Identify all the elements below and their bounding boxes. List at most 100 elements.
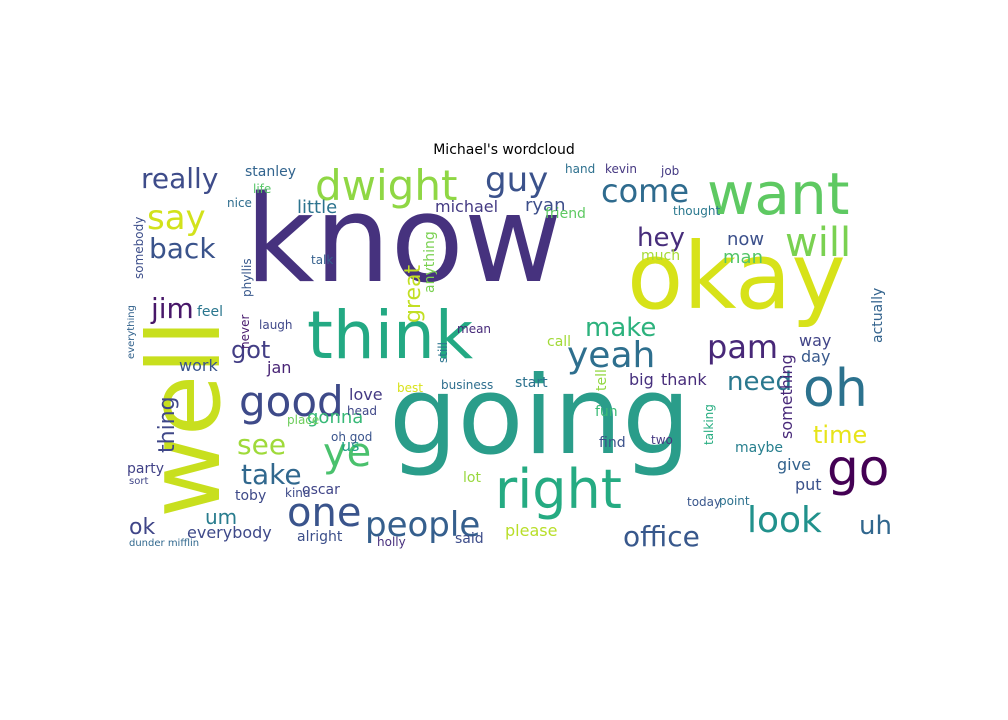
word-holly: holly — [377, 535, 406, 549]
word-phyllis: phyllis — [240, 258, 254, 297]
word-think: think — [307, 297, 474, 374]
word-really: really — [141, 163, 219, 195]
word-love: love — [349, 385, 383, 404]
word-see: see — [237, 428, 287, 461]
word-ryan: ryan — [525, 195, 566, 216]
word-something: something — [777, 354, 796, 439]
word-tell: tell — [594, 369, 610, 391]
word-maybe: maybe — [735, 440, 784, 456]
word-ye: ye — [323, 430, 372, 476]
word-want: want — [707, 163, 850, 228]
word-nice: nice — [227, 196, 252, 210]
word-jan: jan — [267, 358, 292, 377]
word-office: office — [623, 520, 700, 551]
word-please: please — [505, 521, 558, 540]
word-laugh: laugh — [259, 318, 293, 332]
word-oh-god: oh god — [331, 430, 373, 444]
word-got: got — [231, 336, 271, 364]
word-today: today — [687, 495, 722, 509]
word-way: way — [799, 331, 832, 350]
word-hey: hey — [637, 223, 685, 253]
word-now: now — [727, 229, 765, 250]
word-somebody: somebody — [132, 216, 146, 279]
word-time: time — [813, 421, 868, 449]
word-find: find — [599, 435, 626, 451]
word-life: life — [253, 182, 272, 196]
word-talking: talking — [702, 404, 716, 445]
word-going: going — [389, 354, 691, 479]
word-jim: jim — [151, 292, 194, 325]
word-make: make — [585, 313, 657, 343]
word-kind: kind — [285, 486, 311, 500]
word-said: said — [455, 531, 484, 547]
word-mean: mean — [457, 322, 492, 336]
word-uh: uh — [859, 511, 892, 541]
word-pam: pam — [707, 328, 779, 366]
word-party: party — [127, 461, 164, 477]
word-dwight: dwight — [315, 163, 458, 210]
word-ok: ok — [129, 515, 156, 540]
word-right: right — [495, 458, 622, 521]
word-call: call — [547, 334, 572, 350]
word-fun: fun — [595, 404, 618, 420]
word-put: put — [795, 475, 822, 494]
word-thing: thing — [155, 396, 180, 453]
word-guy: guy — [485, 163, 549, 200]
word-place: place — [287, 413, 320, 427]
word-head: head — [347, 404, 377, 418]
word-talk: talk — [311, 253, 334, 267]
word-man: man — [723, 247, 763, 268]
word-business: business — [441, 378, 494, 392]
word-best: best — [397, 381, 423, 395]
word-stanley: stanley — [245, 164, 297, 180]
word-oscar: oscar — [302, 482, 340, 498]
word-know: know — [245, 171, 563, 310]
word-say: say — [147, 198, 206, 238]
word-never: never — [238, 314, 252, 349]
word-take: take — [241, 458, 302, 491]
word-actually: actually — [870, 287, 886, 343]
word-cloud: know well going okay think want right oh go one ye… — [127, 163, 903, 551]
word-sort: sort — [129, 476, 149, 487]
word-kevin: kevin — [605, 163, 637, 176]
word-okay: okay — [627, 223, 846, 330]
word-job: job — [661, 164, 680, 178]
word-little: little — [297, 197, 338, 218]
word-still: still — [436, 342, 450, 363]
word-thank: thank — [661, 370, 707, 389]
word-look: look — [747, 500, 822, 541]
word-work: work — [179, 356, 218, 375]
word-oh: oh — [803, 359, 868, 419]
word-thought: thought — [673, 204, 721, 218]
word-day: day — [801, 347, 831, 366]
word-go: go — [827, 439, 890, 497]
word-gonna: gonna — [307, 407, 364, 428]
word-michael: michael — [435, 197, 499, 216]
word-yeah: yeah — [567, 335, 656, 376]
word-good: good — [239, 377, 344, 426]
word-back: back — [149, 232, 216, 265]
word-everything: everything — [127, 305, 137, 359]
word-come: come — [601, 172, 690, 210]
word-hand: hand — [565, 163, 596, 176]
word-need: need — [727, 367, 792, 397]
word-um: um — [205, 505, 238, 529]
word-toby: toby — [235, 488, 267, 504]
word-alright: alright — [297, 529, 343, 545]
word-big: big — [629, 370, 654, 389]
word-dunder-mifflin: dunder mifflin — [129, 538, 200, 549]
word-start: start — [515, 375, 548, 391]
word-point: point — [719, 494, 750, 508]
figure-title: Michael's wordcloud — [433, 142, 575, 158]
word-one: one — [287, 490, 362, 536]
word-well: well — [127, 319, 243, 518]
word-lot: lot — [463, 470, 481, 486]
word-anything: anything — [422, 231, 438, 293]
word-us: us — [341, 436, 360, 455]
word-give: give — [777, 455, 811, 474]
word-much: much — [641, 248, 681, 264]
word-feel: feel — [197, 304, 224, 320]
word-will: will — [785, 220, 852, 266]
word-everybody: everybody — [187, 523, 272, 542]
word-two: two — [651, 433, 673, 447]
